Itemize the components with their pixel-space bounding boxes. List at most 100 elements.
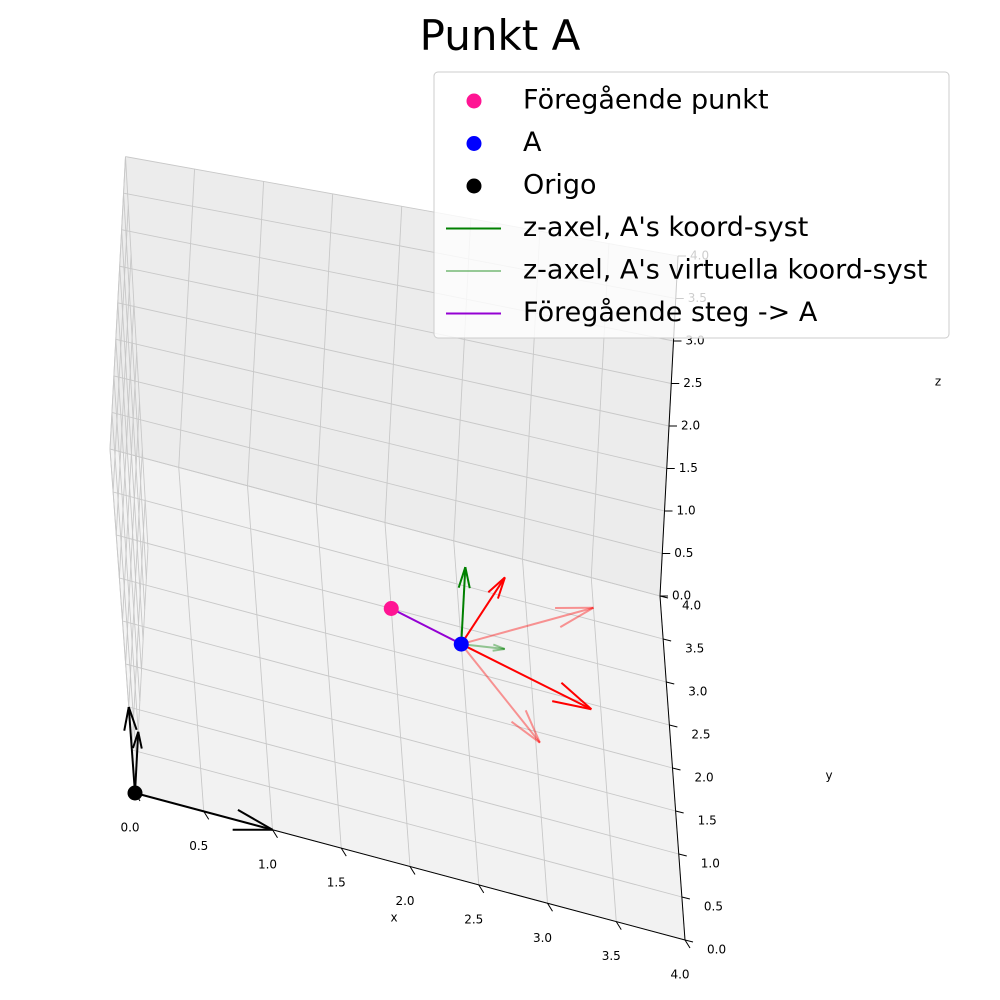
grid-line	[123, 193, 147, 579]
origo-y-axis-shaft	[127, 706, 136, 794]
x-tick-label: 3.0	[533, 931, 552, 945]
y-tick-label: 0.0	[707, 943, 726, 957]
legend-label: A	[523, 127, 542, 158]
grid-line	[453, 540, 480, 885]
y-tick-mark	[672, 767, 681, 771]
y-tick-label: 0.5	[704, 900, 723, 914]
grid-line	[109, 448, 661, 597]
data-point-1	[453, 636, 469, 652]
legend-label: z-axel, A's koord-syst	[523, 212, 808, 243]
y-tick-label: 2.5	[691, 728, 710, 742]
previous-step-to-a	[390, 607, 462, 645]
a-y-axis	[460, 576, 506, 645]
x-tick-mark	[684, 939, 691, 949]
grid-line	[117, 302, 670, 427]
y-tick-mark	[678, 853, 687, 857]
a-virtual-y-axis-head-right	[524, 709, 541, 744]
a-y-axis-shaft	[460, 576, 506, 645]
legend-label: Föregående steg -> A	[523, 297, 818, 328]
grid-line	[119, 265, 672, 384]
a-virtual-z-axis-head-right	[492, 643, 506, 650]
a-virtual-y-axis-shaft	[460, 643, 541, 744]
origo-y-axis-head-left	[127, 706, 138, 731]
grid-line	[112, 205, 129, 493]
z-tick-label: 1.5	[679, 461, 698, 475]
origo-z-axis	[132, 731, 143, 794]
a-z-axis-head-left	[464, 566, 471, 589]
x-tick-label: 2.5	[464, 912, 483, 926]
a-x-axis-head-right	[560, 681, 593, 710]
x-tick-mark	[615, 921, 622, 930]
a-virtual-y-axis	[460, 643, 541, 744]
legend-marker	[466, 178, 482, 194]
x-tick-mark	[478, 884, 485, 894]
a-x-axis-head-left	[552, 700, 592, 711]
origo-y-axis-head-right	[123, 706, 130, 731]
grid-line	[115, 254, 132, 536]
x-tick-mark	[340, 847, 347, 857]
origo-x-axis	[134, 792, 273, 831]
legend: Föregående punkt A Origo z-axel, A's koord-…	[433, 71, 950, 339]
grid-line	[118, 303, 135, 579]
y-tick-mark	[684, 939, 694, 943]
legend-label: z-axel, A's virtuella koord-syst	[523, 255, 927, 286]
z-tick-label: 1.0	[677, 504, 696, 518]
x-tick-label: 0.0	[120, 821, 139, 835]
x-tick-label: 1.0	[258, 857, 277, 871]
grid-line	[119, 577, 670, 726]
grid-line	[119, 266, 144, 641]
a-z-axis	[457, 566, 471, 645]
data-point-0	[383, 601, 399, 616]
a-z-axis-shaft	[460, 567, 467, 645]
z-tick-label: 2.0	[681, 419, 700, 433]
a-y-axis-head-left	[496, 577, 506, 599]
legend-marker	[466, 136, 482, 151]
legend-item: z-axel, A's koord-syst	[446, 212, 808, 243]
x-tick-label: 2.0	[395, 894, 414, 908]
z-axis-label: z	[935, 375, 941, 389]
x-tick-mark	[409, 866, 416, 875]
a-virtual-y-axis-head-left	[510, 720, 541, 744]
origo-x-axis-shaft	[134, 792, 273, 831]
grid-lines	[109, 156, 686, 941]
grid-line	[522, 559, 548, 904]
a-virtual-x-axis	[460, 606, 594, 646]
a-y-axis-head-right	[487, 576, 506, 593]
y-tick-mark	[669, 724, 678, 728]
z-tick-label: 0.0	[672, 589, 691, 603]
legend-item: z-axel, A's virtuella koord-syst	[446, 255, 927, 286]
a-x-axis	[460, 643, 593, 711]
data-point-2	[127, 785, 143, 801]
x-tick-label: 3.5	[602, 949, 621, 963]
y-tick-mark	[675, 810, 684, 814]
legend-item: Origo	[466, 170, 597, 201]
y-tick-label: 1.0	[701, 857, 720, 871]
y-tick-mark	[663, 638, 672, 642]
legend-box	[433, 71, 950, 339]
y-tick-label: 3.5	[685, 642, 704, 656]
z-tick-label: 0.5	[674, 546, 693, 560]
x-tick-mark	[272, 829, 278, 839]
legend-label: Origo	[523, 170, 597, 201]
x-tick-label: 0.5	[189, 839, 208, 853]
legend-item: Föregående steg -> A	[446, 297, 818, 328]
y-tick-label: 1.5	[698, 814, 717, 828]
grid-line	[590, 577, 617, 922]
x-tick-mark	[547, 902, 553, 912]
grid-line	[125, 156, 149, 549]
a-virtual-z-axis-head-left	[492, 647, 505, 652]
data-marks	[123, 566, 594, 831]
x-axis-label: x	[390, 911, 397, 925]
y-tick-label: 2.0	[695, 771, 714, 785]
legend-item: Föregående punkt	[466, 85, 769, 116]
grid-line	[121, 229, 146, 610]
y-axis-label: y	[825, 769, 832, 783]
legend-label: Föregående punkt	[523, 85, 769, 116]
a-virtual-x-axis-head-left	[559, 606, 594, 628]
legend-marker	[466, 93, 482, 109]
x-tick-mark	[203, 811, 210, 820]
origo-z-axis-head-right	[132, 731, 140, 749]
grid-line	[122, 620, 673, 769]
a-x-axis-shaft	[460, 643, 592, 711]
grid-line	[109, 156, 126, 450]
